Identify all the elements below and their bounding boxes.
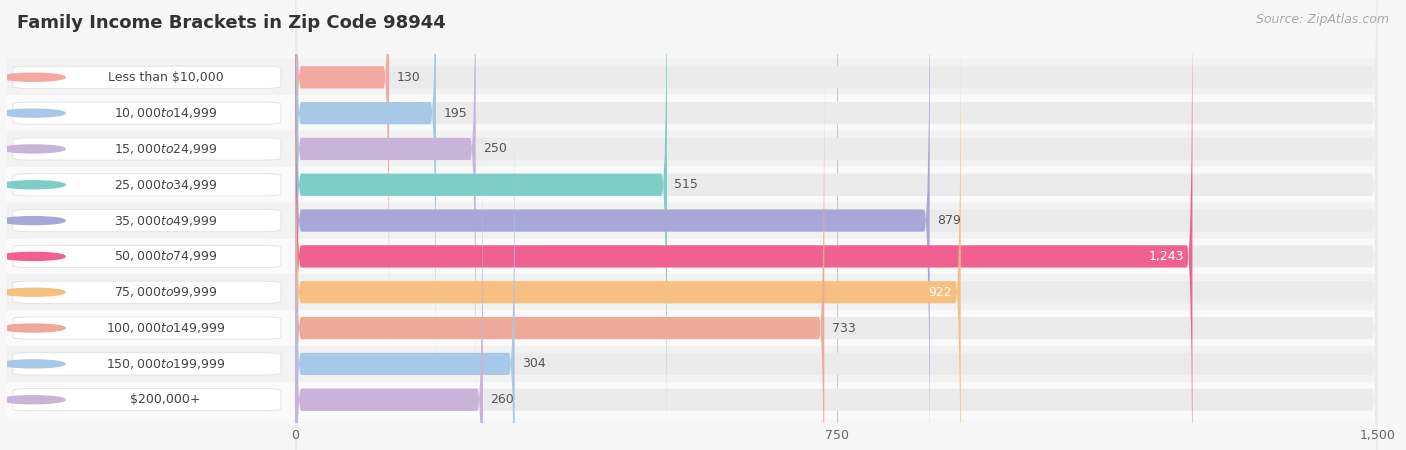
FancyBboxPatch shape (13, 245, 281, 267)
Bar (295, 238, 1378, 274)
Text: 130: 130 (396, 71, 420, 84)
Bar (295, 274, 1378, 310)
Bar (295, 131, 1378, 167)
FancyBboxPatch shape (295, 0, 1192, 450)
FancyBboxPatch shape (13, 66, 281, 88)
Text: 1,243: 1,243 (1149, 250, 1184, 263)
Text: 195: 195 (443, 107, 467, 120)
Text: $35,000 to $49,999: $35,000 to $49,999 (114, 214, 218, 228)
Bar (7, 131, 295, 167)
Circle shape (1, 252, 65, 261)
FancyBboxPatch shape (13, 174, 281, 196)
Bar (7, 59, 295, 95)
Text: $15,000 to $24,999: $15,000 to $24,999 (114, 142, 218, 156)
Bar (7, 202, 295, 238)
Bar (7, 346, 295, 382)
Text: $25,000 to $34,999: $25,000 to $34,999 (114, 178, 218, 192)
Bar (7, 95, 295, 131)
Text: Source: ZipAtlas.com: Source: ZipAtlas.com (1256, 14, 1389, 27)
FancyBboxPatch shape (295, 0, 929, 450)
Bar (295, 346, 1378, 382)
FancyBboxPatch shape (295, 53, 1378, 450)
Text: Less than $10,000: Less than $10,000 (108, 71, 224, 84)
Text: Family Income Brackets in Zip Code 98944: Family Income Brackets in Zip Code 98944 (17, 14, 446, 32)
FancyBboxPatch shape (295, 124, 482, 450)
Text: 879: 879 (936, 214, 960, 227)
FancyBboxPatch shape (295, 88, 1378, 450)
Circle shape (1, 324, 65, 332)
FancyBboxPatch shape (295, 0, 666, 450)
FancyBboxPatch shape (295, 0, 1378, 424)
FancyBboxPatch shape (295, 0, 389, 353)
Circle shape (1, 145, 65, 153)
Bar (7, 238, 295, 274)
FancyBboxPatch shape (13, 389, 281, 411)
FancyBboxPatch shape (295, 0, 1378, 450)
FancyBboxPatch shape (295, 17, 1378, 450)
FancyBboxPatch shape (13, 317, 281, 339)
Text: 733: 733 (831, 322, 855, 334)
Circle shape (1, 396, 65, 404)
Circle shape (1, 73, 65, 81)
Text: 515: 515 (675, 178, 697, 191)
Bar (7, 167, 295, 202)
Text: 250: 250 (482, 143, 506, 155)
Bar (295, 95, 1378, 131)
FancyBboxPatch shape (295, 0, 436, 389)
Text: $10,000 to $14,999: $10,000 to $14,999 (114, 106, 218, 120)
Bar (295, 167, 1378, 202)
FancyBboxPatch shape (295, 53, 824, 450)
FancyBboxPatch shape (13, 353, 281, 375)
FancyBboxPatch shape (295, 0, 1378, 353)
FancyBboxPatch shape (295, 17, 960, 450)
Bar (7, 274, 295, 310)
Bar (295, 59, 1378, 95)
Text: 922: 922 (928, 286, 952, 299)
Text: $100,000 to $149,999: $100,000 to $149,999 (105, 321, 225, 335)
Circle shape (1, 216, 65, 225)
Text: 260: 260 (491, 393, 513, 406)
FancyBboxPatch shape (13, 138, 281, 160)
FancyBboxPatch shape (295, 0, 1378, 450)
FancyBboxPatch shape (295, 88, 515, 450)
FancyBboxPatch shape (13, 210, 281, 232)
Text: $150,000 to $199,999: $150,000 to $199,999 (105, 357, 225, 371)
Circle shape (1, 360, 65, 368)
Bar (7, 382, 295, 418)
FancyBboxPatch shape (295, 124, 1378, 450)
Circle shape (1, 181, 65, 189)
Text: $200,000+: $200,000+ (131, 393, 201, 406)
Bar (295, 382, 1378, 418)
Bar (295, 202, 1378, 238)
Text: 304: 304 (522, 357, 546, 370)
FancyBboxPatch shape (295, 0, 1378, 389)
Circle shape (1, 288, 65, 296)
FancyBboxPatch shape (295, 0, 475, 424)
Text: $75,000 to $99,999: $75,000 to $99,999 (114, 285, 218, 299)
Text: $50,000 to $74,999: $50,000 to $74,999 (114, 249, 218, 263)
FancyBboxPatch shape (295, 0, 1378, 450)
FancyBboxPatch shape (13, 102, 281, 124)
Bar (295, 310, 1378, 346)
Circle shape (1, 109, 65, 117)
Bar (7, 310, 295, 346)
FancyBboxPatch shape (13, 281, 281, 303)
